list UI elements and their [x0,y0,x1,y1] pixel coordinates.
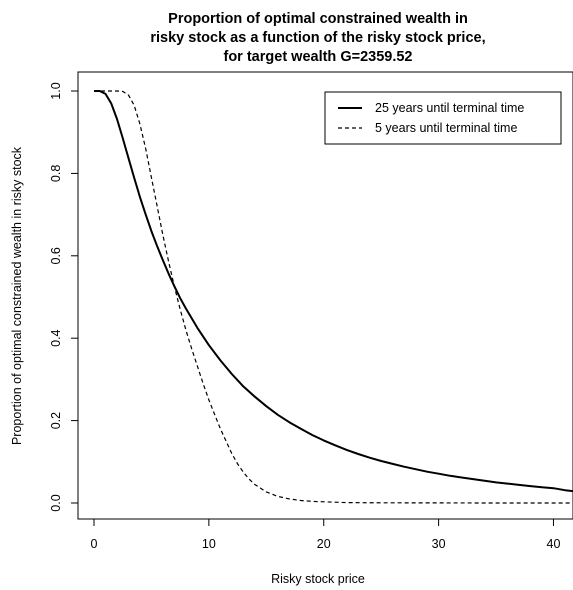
chart-title-line-3: for target wealth G=2359.52 [224,49,413,65]
x-tick-label: 0 [91,537,98,551]
y-tick-label: 0.0 [49,494,63,511]
y-tick-label: 0.8 [49,165,63,182]
y-tick-label: 0.6 [49,247,63,264]
y-tick-label: 0.2 [49,412,63,429]
chart-title-line-2: risky stock as a function of the risky s… [150,30,485,46]
y-tick-label: 1.0 [49,82,63,99]
x-tick-label: 20 [317,537,331,551]
x-axis-label: Risky stock price [271,572,365,586]
legend: 25 years until terminal time 5 years unt… [324,91,562,145]
legend-box [324,91,562,145]
y-axis-label: Proportion of optimal constrained wealth… [10,146,24,445]
legend-label-5-years: 5 years until terminal time [375,121,517,135]
y-axis: 0.0 0.2 0.4 0.6 0.8 1.0 [49,82,79,512]
series-line-5-years [94,90,573,504]
series-line-25-years [94,90,573,493]
y-tick-label: 0.4 [49,329,63,346]
x-tick-label: 10 [202,537,216,551]
legend-label-25-years: 25 years until terminal time [375,101,524,115]
x-axis: 0 10 20 30 40 [91,518,561,551]
series-layer [94,90,573,504]
chart-title-line-1: Proportion of optimal constrained wealth… [168,11,468,27]
x-tick-label: 40 [547,537,561,551]
x-tick-label: 30 [432,537,446,551]
chart-title: Proportion of optimal constrained wealth… [150,11,485,65]
